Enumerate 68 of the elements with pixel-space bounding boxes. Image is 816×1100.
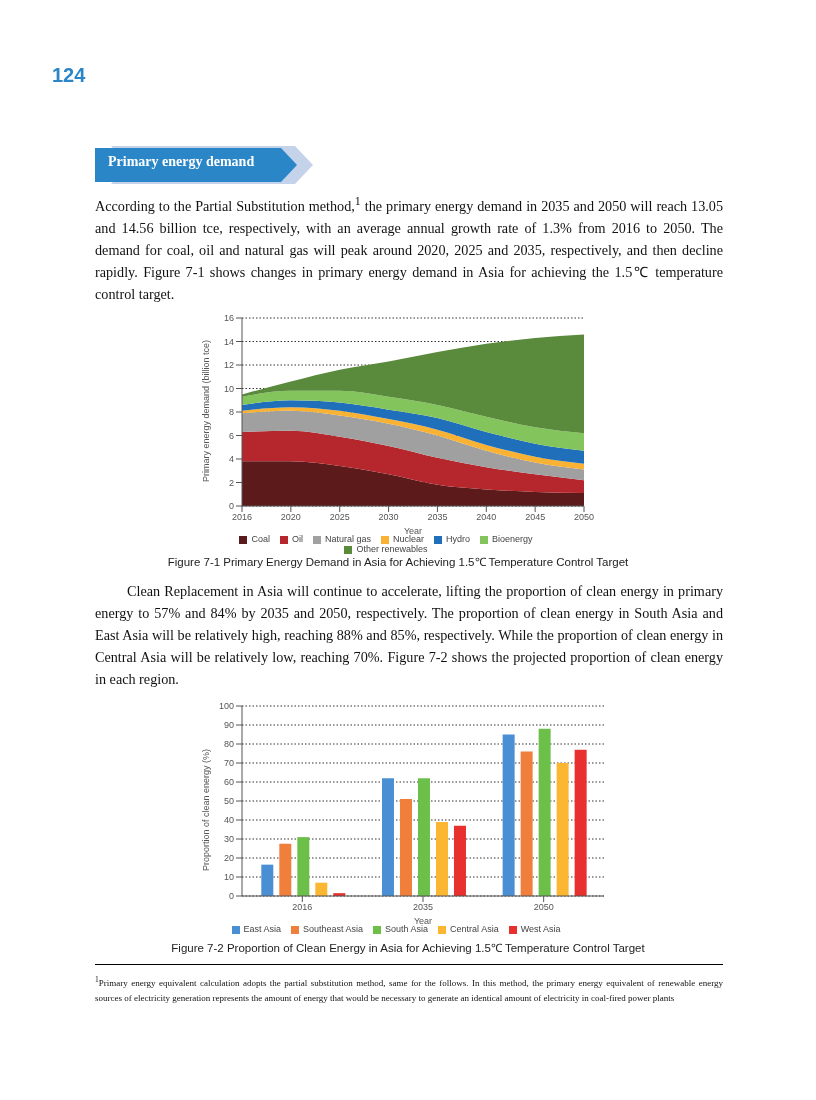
- bar: [261, 864, 274, 896]
- y-tick-label: 20: [223, 853, 234, 864]
- legend-label: Other renewables: [356, 544, 428, 554]
- y-tick-label: 10: [223, 872, 234, 883]
- y-tick-label: 2: [228, 477, 234, 488]
- x-tick-label: 2016: [292, 902, 313, 913]
- legend-label: Southeast Asia: [303, 924, 364, 934]
- text: According to the Partial Substitution method,$^{1}$ the primary energy demand in 2035 and 2050 will reach 13.05 and 14.56 billion tce, respectively, with an average annual growth rate of 1.3% from 2016 to 2050. The demand for coal, oil and natural gas will peak around 2020, 2025 and 2035, respectively, and then decline rapidly. Figure 7-1 shows changes in primary energy demand in Asia for achieving the 1.5℃ temperature control target.: [95, 193, 723, 304]
- bar: [399, 799, 412, 896]
- legend-label: South Asia: [385, 924, 429, 934]
- x-tick-label: 2050: [533, 902, 554, 913]
- x-axis-title: Year: [403, 526, 423, 536]
- y-tick-label: 0: [228, 501, 234, 512]
- legend-label: West Asia: [520, 924, 561, 934]
- bar: [417, 778, 430, 896]
- y-tick-label: 80: [223, 739, 234, 750]
- bar: [574, 749, 587, 896]
- bar: [520, 751, 533, 896]
- text: $^{1}$Primary energy equivalent calculation adopts the partial substitution method, same for the follows. In this method, the primary energy equivalent of renewable energy sources of electricity generation represents the amount of energy that would be necessary to generate an identical amount of electricity in coal-fired power plants: [95, 974, 723, 1005]
- x-tick-label: 2040: [476, 512, 497, 523]
- y-tick-label: 4: [228, 454, 234, 465]
- y-axis-title: Proportion of clean energy (%): [201, 748, 212, 871]
- y-tick-label: 14: [223, 336, 234, 347]
- legend-label: Central Asia: [450, 924, 499, 934]
- x-tick-label: 2020: [280, 512, 301, 523]
- y-tick-label: 50: [223, 796, 234, 807]
- y-tick-label: 40: [223, 815, 234, 826]
- y-tick-label: 12: [223, 360, 234, 371]
- text: Clean Replacement in Asia will continue to accelerate, lifting the proportion of clean energy in primary energy to 57% and 84% by 2035 and 2050, respectively. The proportion of clean energy in South Asia and East Asia will be relatively high, reaching 88% and 85%, respectively. While the proportion of clean energy in Central Asia will be relatively low, reaching 70%. Figure 7-2 shows the projected proportion of clean energy in each region.: [95, 582, 723, 689]
- bar: [453, 825, 466, 896]
- legend-label: Natural gas: [324, 534, 371, 544]
- x-tick-label: 2035: [412, 902, 434, 913]
- legend-label: Coal: [251, 534, 270, 544]
- x-tick-label: 2045: [525, 512, 546, 523]
- y-tick-label: 10: [223, 383, 234, 394]
- y-tick-label: 60: [223, 777, 234, 788]
- y-tick-label: 100: [218, 701, 234, 712]
- text: Figure 7-1 Primary Energy Demand in Asia for Achieving 1.5℃ Temperature Control Target: [166, 555, 630, 569]
- bar: [279, 843, 292, 896]
- x-tick-label: 2035: [427, 512, 448, 523]
- legend-label: Hydro: [446, 534, 471, 544]
- legend-label: Nuclear: [392, 534, 424, 544]
- y-tick-label: 8: [228, 407, 234, 418]
- bar: [315, 882, 328, 896]
- bar: [538, 728, 551, 896]
- x-axis-title: Year: [413, 916, 433, 926]
- x-tick-label: 2030: [378, 512, 399, 523]
- text: 124: [52, 64, 86, 87]
- y-tick-label: 16: [223, 313, 234, 324]
- text: Primary energy demand: [108, 154, 255, 170]
- legend-label: East Asia: [243, 924, 282, 934]
- text: Figure 7-2 Proportion of Clean Energy in Asia for Achieving 1.5℃ Temperature Control Target: [170, 941, 646, 955]
- x-tick-label: 2025: [329, 512, 350, 523]
- x-tick-label: 2050: [573, 512, 595, 523]
- bar: [556, 763, 569, 896]
- legend-label: Bioenergy: [492, 534, 533, 544]
- x-tick-label: 2016: [231, 512, 253, 523]
- y-tick-label: 90: [223, 720, 234, 731]
- bar: [381, 778, 394, 896]
- y-tick-label: 70: [223, 758, 234, 769]
- y-axis-title: Primary energy demand (billion tce): [201, 339, 212, 482]
- bar: [502, 734, 515, 896]
- y-tick-label: 6: [228, 430, 234, 441]
- bar: [297, 837, 310, 896]
- y-tick-label: 30: [223, 834, 234, 845]
- y-tick-label: 0: [228, 891, 234, 902]
- legend-label: Oil: [291, 534, 303, 544]
- bar: [435, 821, 448, 896]
